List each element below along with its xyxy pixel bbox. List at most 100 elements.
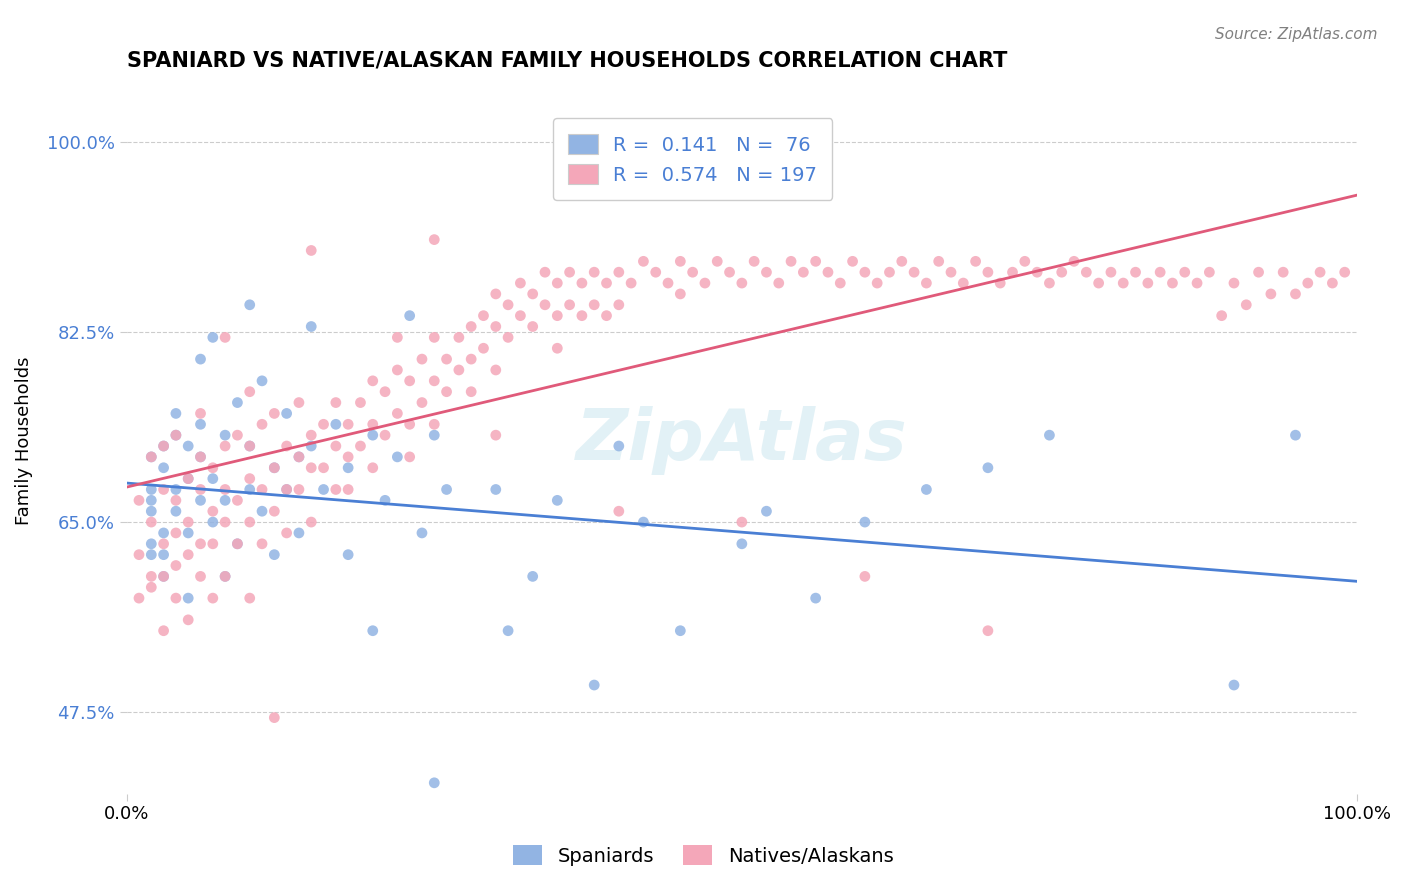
Point	[276, 406, 298, 420]
Point	[190, 406, 212, 420]
Point	[177, 591, 200, 606]
Point	[460, 808, 482, 822]
Point	[1087, 276, 1109, 290]
Point	[152, 525, 174, 540]
Point	[1247, 265, 1270, 279]
Point	[1125, 265, 1147, 279]
Point	[250, 537, 273, 551]
Point	[1149, 265, 1171, 279]
Point	[263, 548, 285, 562]
Point	[361, 624, 384, 638]
Point	[214, 569, 236, 583]
Point	[226, 428, 249, 442]
Point	[141, 504, 163, 518]
Point	[423, 417, 446, 432]
Point	[804, 591, 827, 606]
Point	[152, 569, 174, 583]
Point	[546, 309, 568, 323]
Text: ZipAtlas: ZipAtlas	[576, 406, 908, 475]
Point	[496, 624, 519, 638]
Point	[201, 460, 224, 475]
Point	[411, 525, 433, 540]
Point	[718, 265, 741, 279]
Point	[239, 472, 262, 486]
Point	[411, 352, 433, 367]
Point	[423, 776, 446, 790]
Point	[387, 406, 409, 420]
Point	[325, 395, 347, 409]
Point	[226, 537, 249, 551]
Point	[250, 417, 273, 432]
Point	[485, 287, 508, 301]
Point	[263, 504, 285, 518]
Point	[374, 428, 396, 442]
Point	[804, 254, 827, 268]
Point	[325, 439, 347, 453]
Point	[546, 341, 568, 355]
Point	[152, 537, 174, 551]
Point	[141, 537, 163, 551]
Point	[890, 254, 912, 268]
Point	[1185, 276, 1208, 290]
Point	[583, 298, 606, 312]
Point	[583, 265, 606, 279]
Point	[411, 395, 433, 409]
Point	[201, 504, 224, 518]
Point	[201, 515, 224, 529]
Point	[201, 472, 224, 486]
Point	[1099, 265, 1122, 279]
Point	[731, 537, 754, 551]
Point	[387, 363, 409, 377]
Point	[190, 493, 212, 508]
Point	[177, 613, 200, 627]
Point	[128, 591, 150, 606]
Point	[337, 483, 360, 497]
Point	[485, 428, 508, 442]
Point	[1063, 254, 1085, 268]
Point	[472, 309, 495, 323]
Point	[742, 254, 765, 268]
Point	[1234, 298, 1257, 312]
Point	[1161, 276, 1184, 290]
Point	[128, 548, 150, 562]
Point	[165, 504, 187, 518]
Point	[558, 265, 581, 279]
Point	[1223, 678, 1246, 692]
Point	[190, 352, 212, 367]
Point	[398, 417, 420, 432]
Point	[682, 265, 704, 279]
Point	[903, 265, 925, 279]
Point	[239, 515, 262, 529]
Point	[325, 417, 347, 432]
Point	[165, 428, 187, 442]
Point	[1026, 265, 1049, 279]
Point	[1038, 276, 1060, 290]
Point	[288, 483, 311, 497]
Point	[977, 265, 1000, 279]
Point	[214, 439, 236, 453]
Point	[706, 254, 728, 268]
Y-axis label: Family Households: Family Households	[15, 356, 32, 524]
Point	[214, 330, 236, 344]
Point	[398, 374, 420, 388]
Point	[276, 483, 298, 497]
Point	[768, 276, 790, 290]
Point	[633, 515, 655, 529]
Point	[1001, 265, 1024, 279]
Point	[1309, 265, 1331, 279]
Point	[644, 265, 666, 279]
Point	[263, 406, 285, 420]
Point	[755, 504, 778, 518]
Legend: R =  0.141   N =  76, R =  0.574   N = 197: R = 0.141 N = 76, R = 0.574 N = 197	[553, 119, 832, 201]
Point	[276, 483, 298, 497]
Point	[755, 265, 778, 279]
Point	[177, 515, 200, 529]
Point	[165, 406, 187, 420]
Point	[337, 417, 360, 432]
Point	[250, 483, 273, 497]
Point	[853, 265, 876, 279]
Point	[299, 428, 322, 442]
Point	[152, 624, 174, 638]
Point	[165, 558, 187, 573]
Point	[214, 569, 236, 583]
